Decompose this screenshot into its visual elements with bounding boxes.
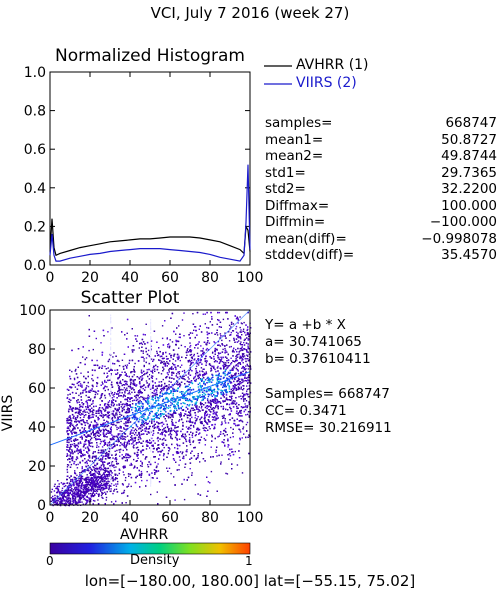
stat-label: stddev(diff)=: [265, 247, 355, 263]
legend-viirs-label: VIIRS (2): [296, 75, 357, 91]
stat-value: 29.7365: [441, 164, 497, 181]
stat-row: Diffmin= −100.000: [265, 214, 497, 230]
stat-row: std2= 32.2200: [265, 181, 497, 197]
scatter-xtick-label: 40: [121, 510, 139, 526]
stat-label: mean2=: [265, 148, 324, 164]
histogram-xtick-label: 100: [237, 270, 264, 286]
scatter-frame: [49, 309, 251, 506]
stat-label: Diffmin=: [265, 214, 326, 230]
stat-row: mean2= 49.8744: [265, 148, 497, 164]
scatter-ytick-label: 80: [28, 342, 46, 358]
stat-row: samples= 668747: [265, 115, 497, 131]
scatter-ylabel: VIIRS: [0, 394, 17, 432]
stat-value: 50.8727: [441, 131, 497, 148]
histogram-ytick-label: 1.0: [24, 65, 46, 81]
scatter-ytick-label: 100: [19, 303, 46, 319]
stat-row: Diffmax= 100.000: [265, 198, 497, 214]
stat-value: 668747: [445, 115, 497, 131]
stat-label: std2=: [265, 181, 306, 197]
fit-samples: Samples= 668747: [265, 386, 390, 402]
histogram-title: Normalized Histogram: [55, 46, 245, 66]
stat-value: 49.8744: [441, 148, 497, 164]
histogram-series-line: [49, 218, 251, 257]
fit-equation: Y= a +b * X: [265, 317, 346, 333]
fit-a: a= 30.741065: [265, 334, 362, 350]
scatter-ytick-label: 60: [28, 381, 46, 397]
stat-value: 35.4570: [441, 247, 497, 263]
stat-label: mean(diff)=: [265, 230, 347, 247]
histogram-xtick-label: 80: [201, 270, 219, 286]
fit-cc: CC= 0.3471: [265, 403, 347, 419]
scatter-xtick-label: 100: [237, 510, 264, 526]
fit-b: b= 0.37610411: [265, 351, 371, 367]
region-footer: lon=[−180.00, 180.00] lat=[−55.15, 75.02…: [84, 572, 416, 590]
histogram-ytick-label: 0.0: [24, 258, 46, 274]
histogram-ytick-label: 0.2: [24, 219, 46, 235]
colorbar-max-label: 1: [245, 554, 253, 568]
stat-label: std1=: [265, 164, 306, 181]
histogram-xtick-label: 40: [121, 270, 139, 286]
scatter-xtick-label: 0: [46, 510, 55, 526]
scatter-xtick-label: 80: [201, 510, 219, 526]
scatter-points: [50, 311, 252, 507]
scatter-xtick-label: 20: [81, 510, 99, 526]
scatter-fit-line: [49, 371, 251, 446]
stat-row: mean(diff)= −0.998078: [265, 231, 497, 247]
scatter-identity-line: [49, 309, 251, 506]
scatter-title: Scatter Plot: [80, 288, 180, 308]
scatter-ytick-label: 40: [28, 420, 46, 436]
density-colorbar: [49, 542, 251, 555]
scatter-ytick-label: 20: [28, 459, 46, 475]
stat-value: −0.998078: [421, 230, 497, 247]
stat-value: −100.000: [429, 214, 497, 230]
histogram-ytick-label: 0.4: [24, 181, 46, 197]
stat-row: stddev(diff)= 35.4570: [265, 247, 497, 263]
histogram-xtick-label: 0: [46, 270, 55, 286]
legend-avhrr-label: AVHRR (1): [296, 57, 369, 73]
histogram-frame: [49, 71, 251, 266]
histogram-ytick-label: 0.8: [24, 104, 46, 120]
stat-label: samples=: [265, 115, 333, 131]
scatter-xlabel: AVHRR: [120, 527, 169, 543]
stat-value: 100.000: [441, 197, 497, 214]
colorbar-min-label: 0: [46, 554, 54, 568]
histogram-series-line: [49, 164, 251, 262]
stat-row: std1= 29.7365: [265, 165, 497, 181]
stat-value: 32.2200: [441, 181, 497, 197]
scatter-xtick-label: 60: [161, 510, 179, 526]
stat-label: mean1=: [265, 131, 324, 148]
scatter-ytick-label: 0: [37, 498, 46, 514]
page-title: VCI, July 7 2016 (week 27): [150, 4, 350, 22]
histogram-ytick-label: 0.6: [24, 142, 46, 158]
stat-label: Diffmax=: [265, 197, 330, 214]
fit-rmse: RMSE= 30.216911: [265, 420, 392, 436]
histogram-xtick-label: 20: [81, 270, 99, 286]
stat-row: mean1= 50.8727: [265, 132, 497, 148]
colorbar-title: Density: [130, 553, 180, 568]
histogram-xtick-label: 60: [161, 270, 179, 286]
